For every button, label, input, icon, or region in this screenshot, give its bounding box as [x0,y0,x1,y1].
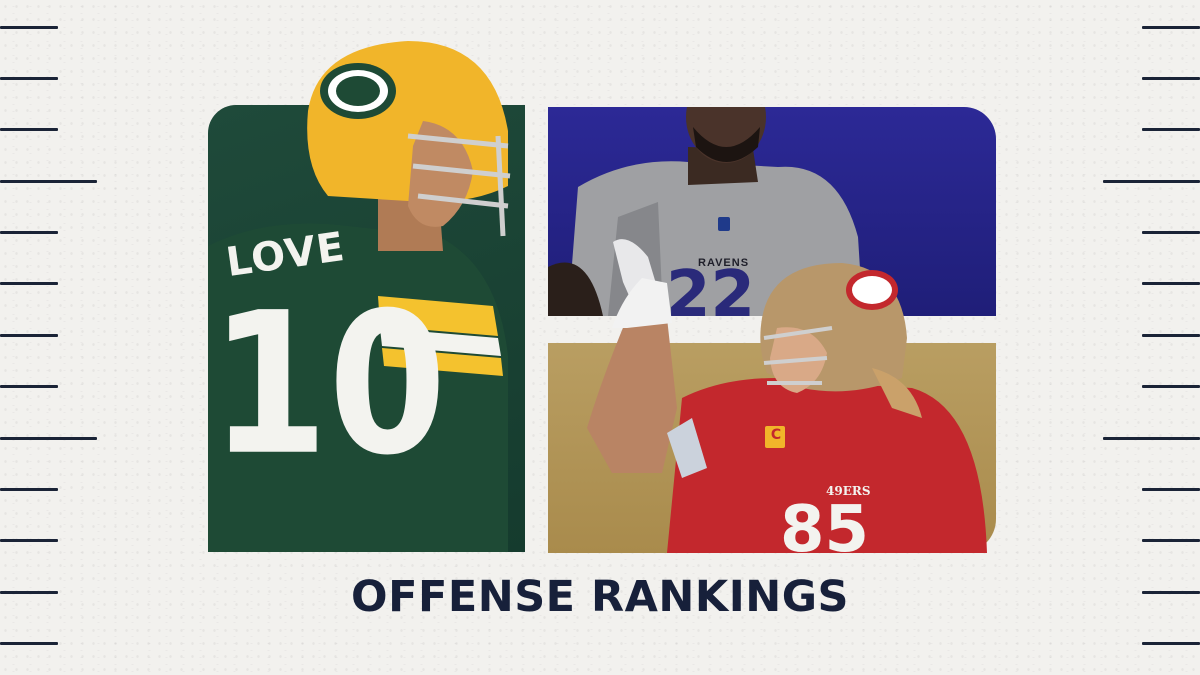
niners-captain-patch: C [770,427,782,443]
yard-tick [0,128,58,131]
niners-wordmark: 49ERS [826,484,871,498]
yard-tick [1103,180,1200,183]
yard-tick [1142,334,1200,337]
yard-tick [0,385,58,388]
ravens-wordmark: RAVENS [698,257,750,269]
right-yard-lines [1100,0,1200,675]
niners-player-illustration [587,263,987,553]
yard-tick [0,437,97,440]
yard-tick [1142,282,1200,285]
yard-tick [1142,128,1200,131]
yard-tick [0,591,58,594]
yard-tick [0,77,58,80]
yard-tick [0,282,58,285]
yard-tick [1142,231,1200,234]
yard-tick [1142,539,1200,542]
yard-tick [1142,77,1200,80]
left-yard-lines [0,0,100,675]
ravens-panel: 22 RAVENS 22 [548,107,996,316]
yard-tick [1103,437,1200,440]
yard-tick [0,334,58,337]
packers-player-illustration [208,41,511,552]
yard-tick [1142,642,1200,645]
yard-tick [0,488,58,491]
yard-tick [0,180,97,183]
yard-tick [0,642,58,645]
page-title: OFFENSE RANKINGS [351,572,849,622]
niners-jersey-number: 85 [780,493,870,567]
yard-tick [0,26,58,29]
yard-tick [1142,591,1200,594]
yard-tick [0,231,58,234]
yard-tick [1142,385,1200,388]
yard-tick [1142,26,1200,29]
packers-jersey-number: 10 [210,271,447,499]
svg-text:22: 22 [666,258,755,316]
yard-tick [0,539,58,542]
ravens-player-illustration: 22 [548,107,863,316]
yard-tick [1142,488,1200,491]
